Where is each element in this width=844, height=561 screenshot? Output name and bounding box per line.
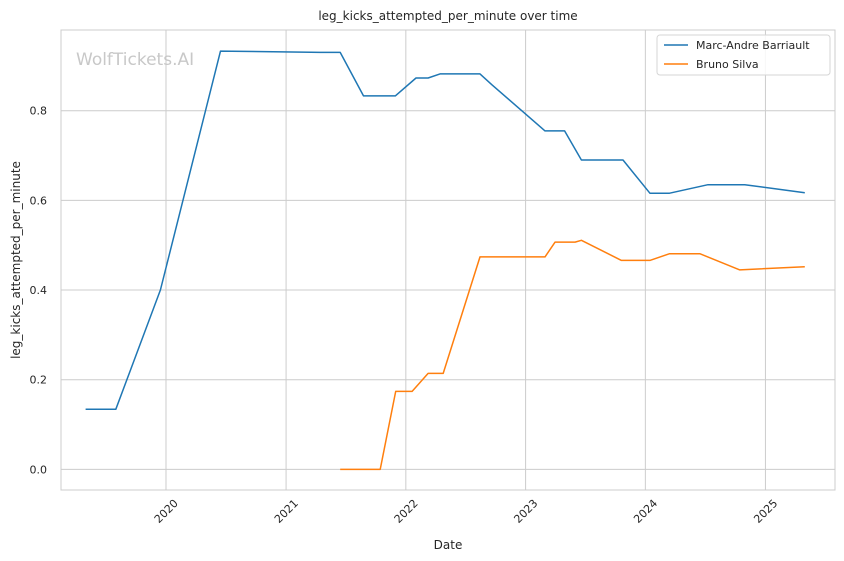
- y-tick-label: 0.6: [30, 194, 48, 207]
- series-line-2: [340, 239, 805, 471]
- y-tick-label: 0.4: [30, 284, 48, 297]
- legend: Marc-Andre Barriault Bruno Silva: [656, 34, 831, 76]
- x-axis-label: Date: [434, 538, 463, 552]
- plot-frame: [60, 29, 836, 491]
- legend-label-2: Bruno Silva: [696, 58, 759, 71]
- series-lines: [85, 50, 805, 471]
- y-axis-ticks: 0.0 0.2 0.4 0.6 0.8: [30, 105, 48, 477]
- y-axis-label: leg_kicks_attempted_per_minute: [9, 161, 23, 359]
- legend-box: [656, 34, 831, 76]
- y-tick-label: 0.0: [30, 463, 48, 476]
- legend-label-1: Marc-Andre Barriault: [696, 39, 810, 52]
- series-line-1: [85, 50, 805, 411]
- y-tick-label: 0.2: [30, 374, 48, 387]
- chart-title: leg_kicks_attempted_per_minute over time: [318, 9, 577, 23]
- watermark-text: WolfTickets.AI: [76, 50, 194, 70]
- y-tick-label: 0.8: [30, 105, 48, 118]
